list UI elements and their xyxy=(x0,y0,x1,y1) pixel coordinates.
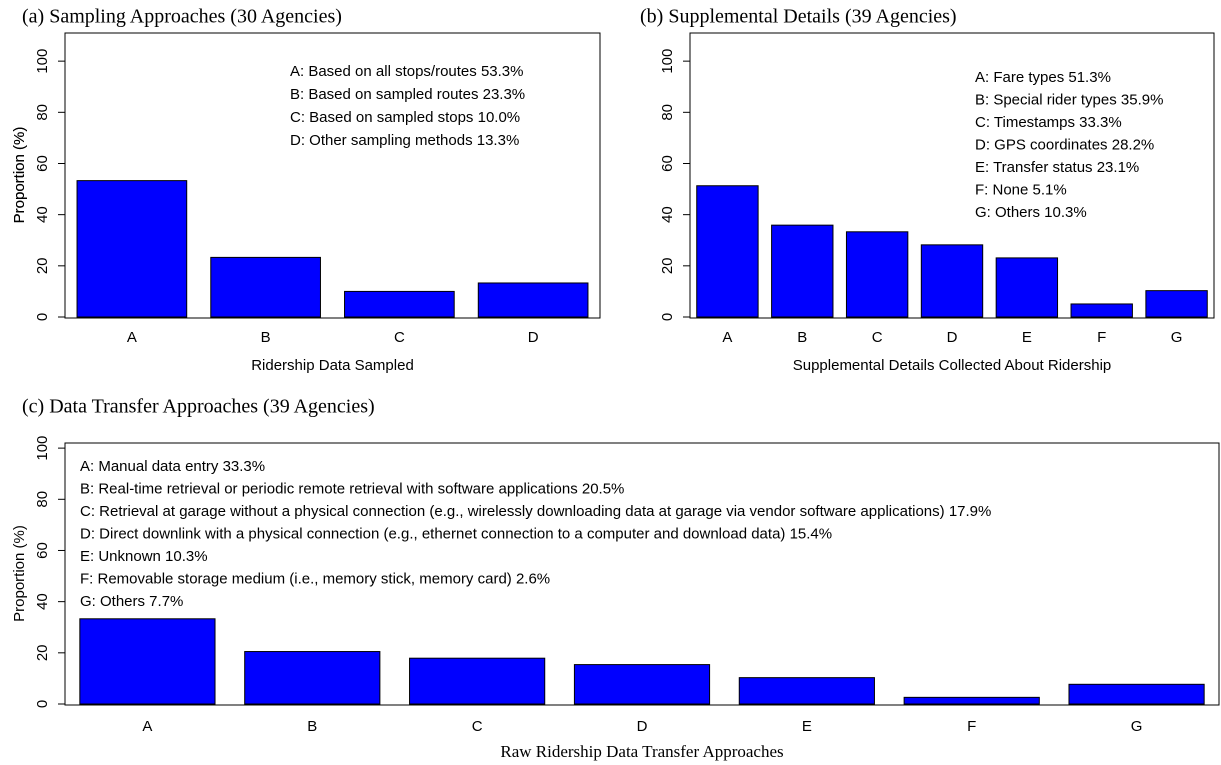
x-tick-label: A xyxy=(127,329,137,346)
plot-frame xyxy=(64,442,1220,706)
bar xyxy=(573,664,711,705)
bar xyxy=(409,657,546,705)
x-tick-label: G xyxy=(1131,718,1143,735)
y-tick-label: 80 xyxy=(659,104,676,121)
y-tick-label: 60 xyxy=(659,155,676,172)
panel-title: (c) Data Transfer Approaches (39 Agencie… xyxy=(22,396,375,418)
bar xyxy=(995,257,1059,318)
legend-note: D: Direct downlink with a physical conne… xyxy=(80,525,832,542)
bar xyxy=(76,180,188,318)
bar xyxy=(244,651,381,705)
y-tick-label: 40 xyxy=(34,206,51,223)
x-tick-label: A xyxy=(142,718,152,735)
bar xyxy=(1068,683,1205,705)
x-tick-label: D xyxy=(528,329,539,346)
y-tick-label: 40 xyxy=(659,206,676,223)
y-tick-label: 20 xyxy=(34,644,51,661)
x-tick-label: D xyxy=(637,718,648,735)
bar xyxy=(738,677,875,705)
x-axis-label: Ridership Data Sampled xyxy=(251,357,414,374)
legend-note: G: Others 7.7% xyxy=(80,593,183,610)
bar xyxy=(79,618,216,705)
y-tick-label: 0 xyxy=(34,313,51,321)
bar xyxy=(477,282,589,318)
bar xyxy=(696,185,759,318)
legend-note: G: Others 10.3% xyxy=(975,204,1087,221)
y-axis-label: Proportion (%) xyxy=(11,127,28,224)
legend-note: E: Transfer status 23.1% xyxy=(975,159,1139,176)
legend-note: C: Retrieval at garage without a physica… xyxy=(80,503,991,520)
y-tick-label: 60 xyxy=(34,155,51,172)
x-axis-label: Raw Ridership Data Transfer Approaches xyxy=(500,742,783,761)
bar xyxy=(210,256,321,318)
x-tick-label: D xyxy=(947,329,958,346)
x-tick-label: B xyxy=(261,329,271,346)
plot-frame xyxy=(64,32,601,319)
y-tick-label: 60 xyxy=(34,542,51,559)
bar xyxy=(903,696,1040,705)
x-tick-label: F xyxy=(1097,329,1106,346)
y-tick-label: 0 xyxy=(659,313,676,321)
bar xyxy=(771,224,834,318)
bar xyxy=(845,231,909,318)
x-tick-label: B xyxy=(797,329,807,346)
legend-note: C: Timestamps 33.3% xyxy=(975,114,1122,131)
legend-note: B: Based on sampled routes 23.3% xyxy=(290,86,525,103)
plot-frame xyxy=(689,32,1215,319)
y-tick-label: 40 xyxy=(34,593,51,610)
legend-note: E: Unknown 10.3% xyxy=(80,548,208,565)
panel-title: (b) Supplemental Details (39 Agencies) xyxy=(640,6,957,28)
y-tick-label: 100 xyxy=(34,436,51,461)
legend-note: A: Manual data entry 33.3% xyxy=(80,458,265,475)
x-tick-label: C xyxy=(872,329,883,346)
legend-note: C: Based on sampled stops 10.0% xyxy=(290,109,520,126)
legend-note: F: None 5.1% xyxy=(975,181,1067,198)
legend-note: A: Based on all stops/routes 53.3% xyxy=(290,63,523,80)
x-tick-label: F xyxy=(967,718,976,735)
legend-note: F: Removable storage medium (i.e., memor… xyxy=(80,570,550,587)
y-axis-label: Proportion (%) xyxy=(11,127,28,224)
bar xyxy=(1145,290,1208,318)
y-tick-label: 20 xyxy=(34,257,51,274)
y-tick-label: 80 xyxy=(34,104,51,121)
x-tick-label: A xyxy=(722,329,732,346)
x-tick-label: E xyxy=(1022,329,1032,346)
y-tick-label: 0 xyxy=(34,700,51,708)
x-tick-label: B xyxy=(307,718,317,735)
y-tick-label: 100 xyxy=(34,49,51,74)
legend-note: B: Real-time retrieval or periodic remot… xyxy=(80,480,624,497)
bar xyxy=(1070,303,1133,318)
legend-note: A: Fare types 51.3% xyxy=(975,69,1111,86)
x-tick-label: C xyxy=(472,718,483,735)
legend-note: D: Other sampling methods 13.3% xyxy=(290,132,519,149)
y-tick-label: 20 xyxy=(659,257,676,274)
y-tick-label: 80 xyxy=(34,491,51,508)
y-tick-label: 100 xyxy=(659,49,676,74)
panel-title: (a) Sampling Approaches (30 Agencies) xyxy=(22,6,342,28)
y-axis-label: Proportion (%) xyxy=(11,525,28,622)
x-tick-label: G xyxy=(1171,329,1183,346)
bar xyxy=(920,244,984,318)
bar xyxy=(344,290,455,318)
x-tick-label: C xyxy=(394,329,405,346)
x-tick-label: E xyxy=(802,718,812,735)
legend-note: D: GPS coordinates 28.2% xyxy=(975,136,1154,153)
x-axis-label: Supplemental Details Collected About Rid… xyxy=(793,357,1112,374)
legend-note: B: Special rider types 35.9% xyxy=(975,91,1163,108)
